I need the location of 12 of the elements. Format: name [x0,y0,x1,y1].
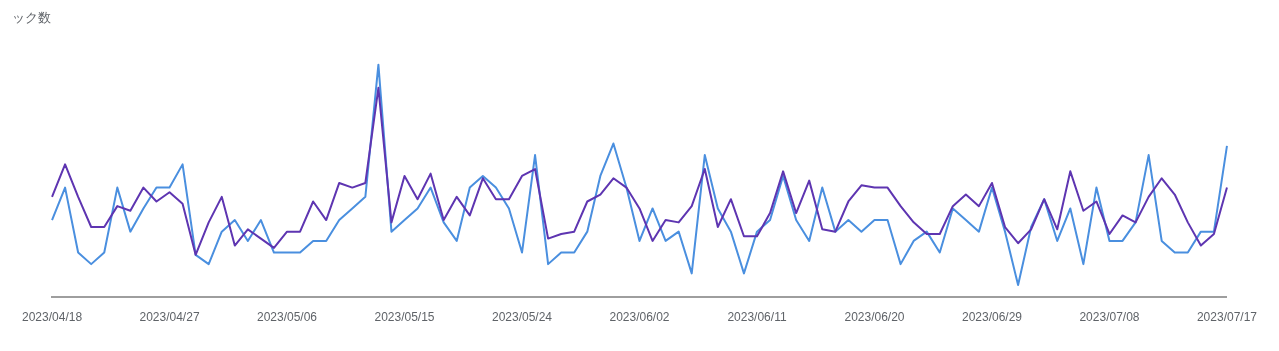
x-tick-label: 2023/05/06 [256,310,318,325]
x-tick-label: 2023/06/11 [727,310,787,325]
x-tick-label: 2023/06/29 [961,310,1023,325]
x-tick-label: 2023/04/18 [22,310,83,325]
x-tick-label: 2023/07/08 [1079,310,1140,325]
x-tick-label: 2023/05/15 [374,310,435,325]
text: ック数 [12,10,51,25]
x-tick-label: 2023/07/17 [1196,310,1258,325]
x-tick-label: 2023/06/02 [609,310,670,325]
x-tick-label: 2023/05/24 [491,310,553,325]
x-tick-label: 2023/06/20 [844,310,905,325]
x-tick-label: 2023/04/27 [139,310,200,325]
